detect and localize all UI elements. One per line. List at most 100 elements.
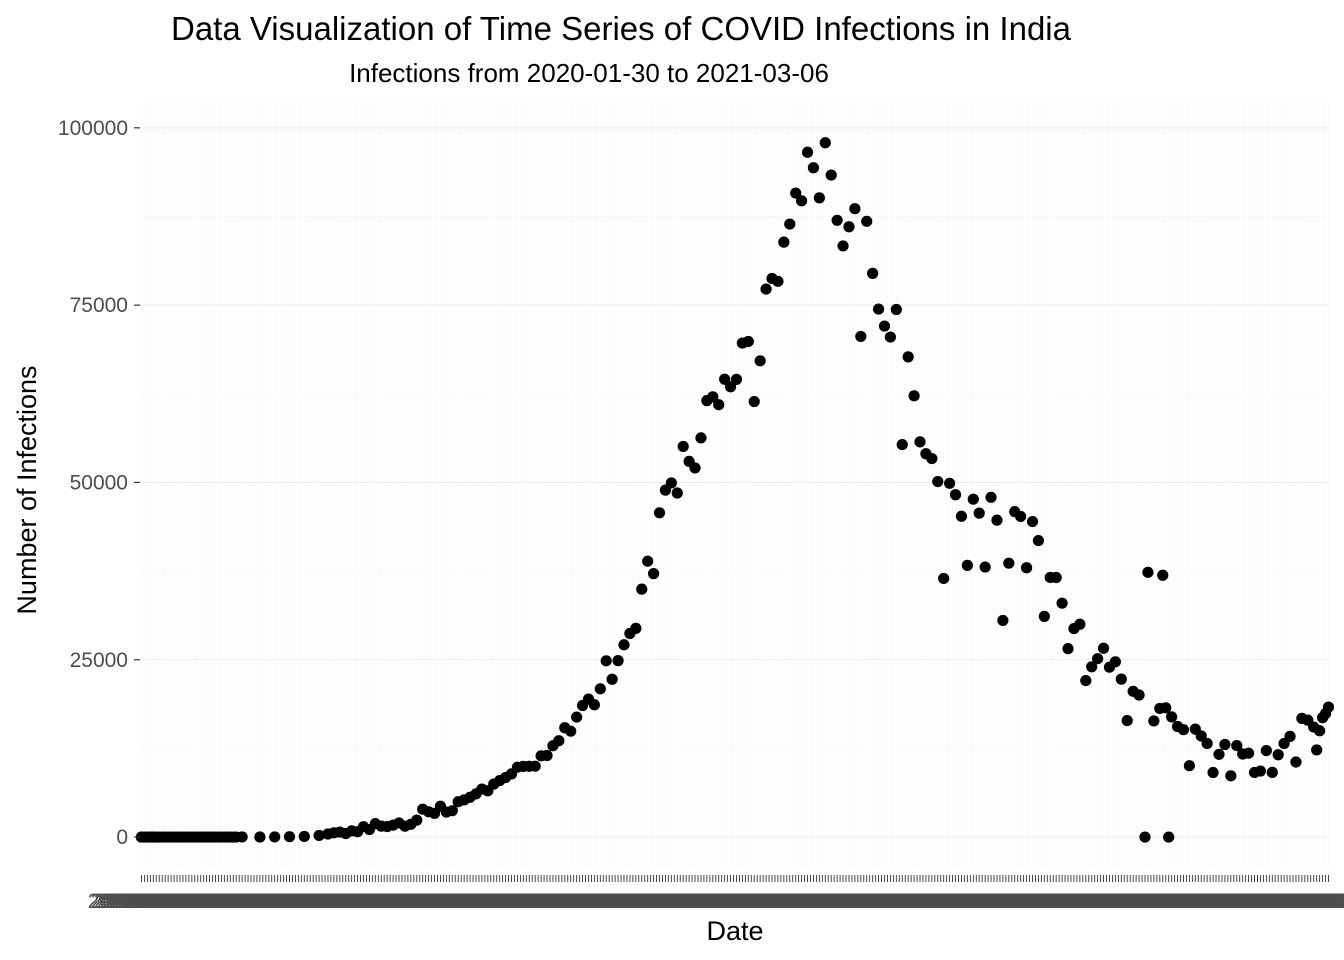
x-tick-label: 2020-04-22 — [333, 890, 440, 913]
data-point — [630, 622, 642, 634]
x-tick-label: 2020-08-15 — [674, 890, 781, 913]
data-point — [819, 137, 831, 149]
chart-title: Data Visualization of Time Series of COV… — [171, 10, 1072, 47]
data-point — [730, 373, 743, 385]
x-tick-label: 2020-07-03 — [547, 890, 654, 913]
x-tick-label: 2021-01-14 — [1124, 890, 1232, 913]
x-tick-label: 2020-02-19 — [147, 890, 254, 913]
x-tick-label: 2020-12-28 — [1074, 890, 1181, 913]
x-tick-label: 2020-08-11 — [663, 890, 769, 913]
data-point — [1201, 737, 1213, 750]
x-tick-label: 2020-11-01 — [906, 890, 1012, 913]
data-point — [283, 831, 296, 843]
x-tick-label: 2020-10-09 — [837, 890, 944, 913]
x-tick-label: 2020-11-26 — [980, 890, 1086, 913]
x-tick-label: 2020-07-04 — [550, 890, 658, 913]
data-points — [135, 137, 1335, 843]
x-tick-label: 2020-05-13 — [396, 890, 503, 913]
x-tick-label: 2020-10-02 — [816, 890, 923, 913]
x-tick-label: 2021-02-22 — [1239, 890, 1344, 913]
data-point — [565, 725, 577, 737]
x-tick-label: 2021-01-29 — [1168, 890, 1275, 913]
x-tick-label: 2020-11-22 — [968, 890, 1074, 913]
data-point — [944, 477, 956, 489]
x-tick-label: 2020-05-11 — [390, 890, 496, 913]
x-tick-label: 2020-07-27 — [618, 890, 725, 913]
x-tick-label: 2020-12-16 — [1038, 890, 1145, 913]
x-tick-label: 2021-02-18 — [1227, 890, 1334, 913]
x-tick-label: 2020-09-25 — [795, 890, 902, 913]
data-point — [973, 507, 985, 519]
data-point — [1015, 510, 1027, 523]
plot-panel — [135, 103, 1335, 869]
x-tick-label: 2020-06-28 — [532, 890, 639, 913]
data-point — [1142, 566, 1154, 578]
x-tick-label: 2020-02-21 — [153, 890, 260, 913]
x-tick-label: 2020-02-07 — [111, 890, 218, 913]
x-tick-label: 2020-12-10 — [1020, 890, 1127, 913]
x-tick-label: 2021-02-09 — [1201, 890, 1308, 913]
x-tick-label: 2020-02-29 — [177, 890, 284, 913]
x-tick-label: 2020-03-03 — [185, 890, 292, 913]
x-tick-label: 2021-01-15 — [1127, 890, 1234, 913]
x-tick-label: 2020-02-04 — [103, 890, 211, 913]
x-tick-label: 2020-08-19 — [686, 890, 793, 913]
x-tick-label: 2021-01-24 — [1153, 890, 1261, 913]
x-tick-label: 2020-05-10 — [387, 890, 494, 913]
data-point — [254, 831, 266, 843]
x-tick-label: 2020-02-09 — [117, 890, 224, 913]
data-point — [1284, 730, 1296, 742]
x-tick-label: 2020-04-19 — [325, 890, 432, 913]
x-tick-label: 2020-09-03 — [730, 890, 837, 913]
x-tick-label: 2021-01-28 — [1165, 890, 1272, 913]
data-point — [979, 561, 991, 573]
x-tick-label: 2021-03-06 — [1275, 890, 1344, 913]
x-tick-label: 2020-11-09 — [929, 890, 1035, 913]
x-tick-label: 2020-10-31 — [902, 890, 1009, 913]
x-tick-label: 2020-05-01 — [360, 890, 467, 913]
x-tick-label: 2020-05-27 — [437, 890, 544, 913]
x-tick-label: 2021-02-20 — [1233, 890, 1340, 913]
x-tick-label: 2020-04-12 — [304, 890, 411, 913]
x-tick-label: 2020-10-11 — [843, 890, 949, 913]
x-tick-label: 2020-07-07 — [558, 890, 665, 913]
x-tick-label: 2020-05-22 — [422, 890, 529, 913]
x-tick-label: 2020-07-30 — [627, 890, 734, 913]
x-tick-label: 2021-02-28 — [1257, 890, 1344, 913]
x-tick-label: 2020-06-01 — [452, 890, 559, 913]
x-tick-label: 2021-01-27 — [1162, 890, 1269, 913]
data-point — [837, 240, 849, 252]
x-tick-label: 2020-09-26 — [798, 890, 905, 913]
x-tick-label: 2020-11-10 — [932, 890, 1038, 913]
data-point — [606, 673, 618, 685]
data-point — [1160, 702, 1172, 714]
x-tick-label: 2020-02-22 — [156, 890, 263, 913]
x-tick-label: 2020-07-01 — [541, 890, 648, 913]
x-tick-label: 2021-01-30 — [1171, 890, 1278, 913]
x-tick-label: 2021-02-01 — [1177, 890, 1284, 913]
x-tick-label: 2020-04-11 — [302, 890, 408, 913]
y-tick-label: 50000 — [70, 471, 128, 494]
x-tick-label: 2020-11-17 — [953, 890, 1059, 913]
data-point — [1207, 766, 1219, 779]
x-tick-label: 2020-07-19 — [594, 890, 701, 913]
x-tick-label: 2020-08-03 — [638, 890, 745, 913]
x-tick-label: 2020-02-01 — [94, 890, 201, 913]
x-tick-label: 2020-04-18 — [322, 890, 429, 913]
x-tick-label: 2020-07-13 — [576, 890, 683, 913]
data-point — [707, 391, 719, 403]
x-tick-label: 2020-03-18 — [230, 890, 337, 913]
x-tick-label: 2020-12-01 — [994, 890, 1101, 913]
data-point — [872, 303, 885, 315]
x-tick-label: 2020-10-25 — [884, 890, 991, 913]
x-tick-label: 2020-09-04 — [733, 890, 841, 913]
x-tick-label: 2020-02-08 — [114, 890, 221, 913]
x-tick-label: 2020-08-17 — [680, 890, 787, 913]
x-tick-label: 2020-08-05 — [644, 890, 751, 913]
data-point — [1157, 569, 1169, 581]
x-tick-label: 2020-07-22 — [603, 890, 710, 913]
x-tick-label: 2020-10-21 — [872, 890, 979, 913]
x-tick-label: 2020-06-17 — [499, 890, 606, 913]
x-axis-title: Date — [706, 916, 763, 946]
x-tick-label: 2020-08-24 — [701, 890, 809, 913]
